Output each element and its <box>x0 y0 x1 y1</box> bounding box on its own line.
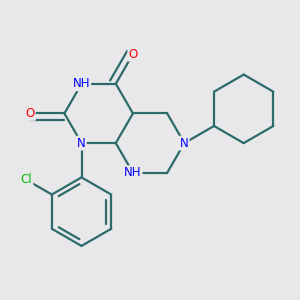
Text: O: O <box>26 107 35 120</box>
Text: O: O <box>128 48 138 61</box>
Text: N: N <box>180 136 189 150</box>
Text: Cl: Cl <box>21 173 32 187</box>
Text: NH: NH <box>73 77 90 90</box>
Text: N: N <box>77 136 86 150</box>
Text: NH: NH <box>124 166 142 179</box>
